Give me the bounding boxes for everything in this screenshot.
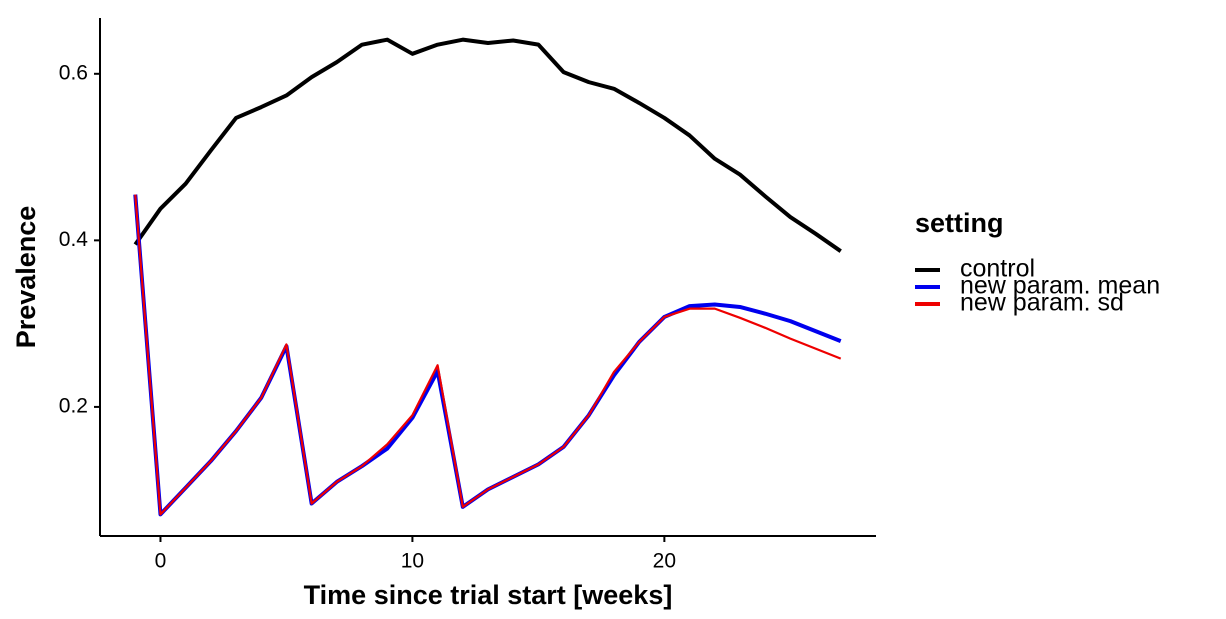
- legend-title: setting: [915, 208, 1004, 238]
- series-line: [133, 194, 842, 517]
- y-tick-label: 0.2: [59, 394, 88, 417]
- series-line: [133, 37, 842, 253]
- x-tick-label: 0: [155, 550, 167, 573]
- legend-label: control: [960, 255, 1035, 283]
- legend-label: new param. sd: [960, 289, 1124, 317]
- y-axis-title: Prevalence: [11, 206, 41, 349]
- y-tick-label: 0.6: [59, 61, 88, 84]
- x-axis-title: Time since trial start [weeks]: [304, 580, 673, 610]
- y-tick-label: 0.4: [59, 228, 89, 251]
- series-line: [134, 194, 842, 516]
- legend-label: new param. mean: [960, 272, 1160, 300]
- x-tick-label: 20: [653, 550, 676, 573]
- x-tick-label: 10: [401, 550, 424, 573]
